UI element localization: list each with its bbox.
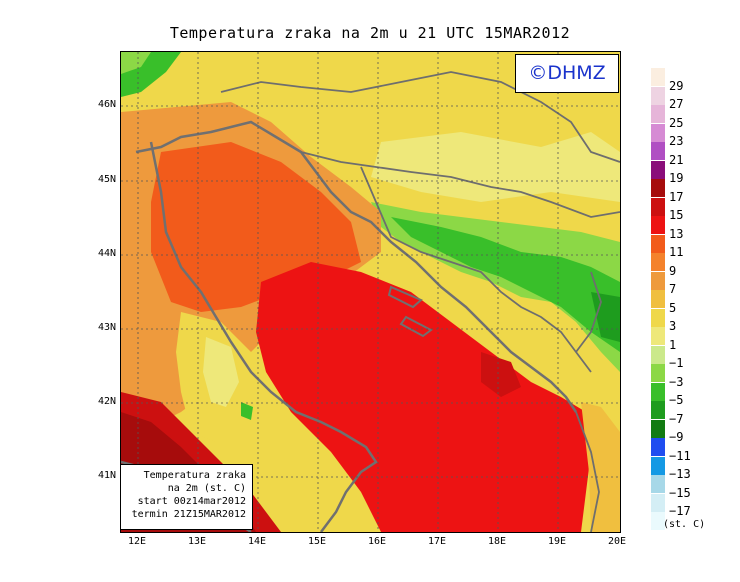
copyright-box: ©DHMZ — [515, 54, 619, 93]
legend-label: −9 — [669, 430, 684, 444]
legend-label: 25 — [669, 115, 684, 130]
info-line-3: start 00z14mar2012 — [137, 496, 246, 507]
legend-label: 5 — [669, 300, 677, 315]
field-sea-darkred — [481, 352, 521, 397]
border-albania — [575, 411, 600, 532]
graticule — [121, 52, 620, 532]
legend-label: 17 — [669, 189, 684, 204]
legend-swatch — [651, 68, 665, 86]
lon-label-16e: 16E — [367, 536, 387, 547]
legend-label: 13 — [669, 226, 684, 241]
field-sea-red — [256, 262, 591, 532]
coastline-italy — [149, 141, 378, 532]
lat-label-43n: 43N — [97, 322, 116, 333]
field-east-coast — [581, 402, 620, 532]
legend-label: −17 — [669, 504, 691, 518]
legend-swatch — [651, 512, 665, 530]
field-green-nw-light — [121, 52, 151, 74]
legend-label: 23 — [669, 134, 684, 148]
coastline-islands — [387, 285, 433, 338]
legend-label: 29 — [669, 78, 684, 93]
legend-swatch — [651, 456, 665, 475]
legend-label: 21 — [669, 152, 684, 167]
coastline-east — [135, 120, 578, 413]
legend-swatch — [651, 382, 665, 401]
lon-label-17e: 17E — [427, 536, 447, 547]
legend-swatch — [651, 197, 665, 216]
legend-label: 19 — [669, 171, 684, 185]
border-north — [220, 71, 620, 163]
info-line-2: na 2m (st. C) — [167, 483, 246, 494]
legend-label: −13 — [669, 467, 691, 481]
legend-label: 27 — [669, 97, 684, 111]
legend-label: 15 — [669, 208, 684, 222]
legend-swatch — [651, 234, 665, 253]
temperature-field — [121, 52, 620, 532]
legend-swatch — [651, 401, 665, 419]
info-line-1: Temperatura zraka — [143, 470, 246, 481]
field-italy-green-spot — [241, 402, 253, 420]
lat-label-42n: 42N — [97, 396, 116, 407]
legend-swatch — [651, 86, 665, 105]
lat-label-44n: 44N — [97, 248, 116, 259]
lat-label-45n: 45N — [97, 174, 116, 185]
lon-label-15e: 15E — [307, 536, 327, 547]
lat-label-41n: 41N — [97, 470, 116, 481]
legend-label: 1 — [669, 337, 677, 352]
legend-label: 7 — [669, 282, 677, 296]
map-title: Temperatura zraka na 2m u 21 UTC 15MAR20… — [169, 24, 571, 42]
lon-label-13e: 13E — [187, 536, 207, 547]
legend-swatch — [651, 345, 665, 364]
legend-label: 9 — [669, 263, 677, 278]
field-italy-cream — [203, 337, 239, 407]
lon-label-18e: 18E — [487, 536, 507, 547]
legend-swatch — [651, 308, 665, 327]
legend-swatch — [651, 364, 665, 382]
legend-swatch — [651, 105, 665, 123]
legend-swatch — [651, 216, 665, 234]
info-line-4: termin 21Z15MAR2012 — [131, 509, 246, 520]
legend-swatch — [651, 271, 665, 290]
lat-label-46n: 46N — [97, 99, 116, 110]
legend-label: −3 — [669, 374, 684, 389]
temperature-map — [120, 51, 621, 533]
border-croatia-hungary — [300, 151, 620, 218]
legend-label: −15 — [669, 485, 691, 500]
legend-swatch — [651, 123, 665, 142]
border-serbia — [575, 271, 602, 353]
legend-swatch — [651, 475, 665, 493]
lon-label-19e: 19E — [547, 536, 567, 547]
legend-swatch — [651, 142, 665, 160]
legend-swatch — [651, 419, 665, 438]
legend-swatch — [651, 327, 665, 345]
info-box: Temperatura zraka na 2m (st. C) start 00… — [120, 464, 253, 530]
legend-label: 11 — [669, 245, 684, 259]
legend-label: −7 — [669, 411, 684, 426]
field-green-inland-dark — [391, 217, 620, 352]
lon-label-20e: 20E — [607, 536, 627, 547]
field-green-deep — [591, 292, 620, 342]
legend-label: −1 — [669, 356, 684, 370]
legend-label: −5 — [669, 393, 684, 407]
lon-label-12e: 12E — [127, 536, 147, 547]
border-bosnia — [360, 166, 592, 373]
legend-swatch — [651, 253, 665, 271]
legend-label: −11 — [669, 448, 691, 463]
legend-swatch — [651, 179, 665, 197]
field-patch-light — [371, 132, 620, 202]
lon-label-14e: 14E — [247, 536, 267, 547]
legend-swatch — [651, 438, 665, 456]
legend-label: 3 — [669, 319, 677, 333]
legend-swatch — [651, 493, 665, 512]
legend-swatch — [651, 160, 665, 179]
legend-swatch — [651, 290, 665, 308]
legend-unit: (st. C) — [663, 519, 706, 530]
